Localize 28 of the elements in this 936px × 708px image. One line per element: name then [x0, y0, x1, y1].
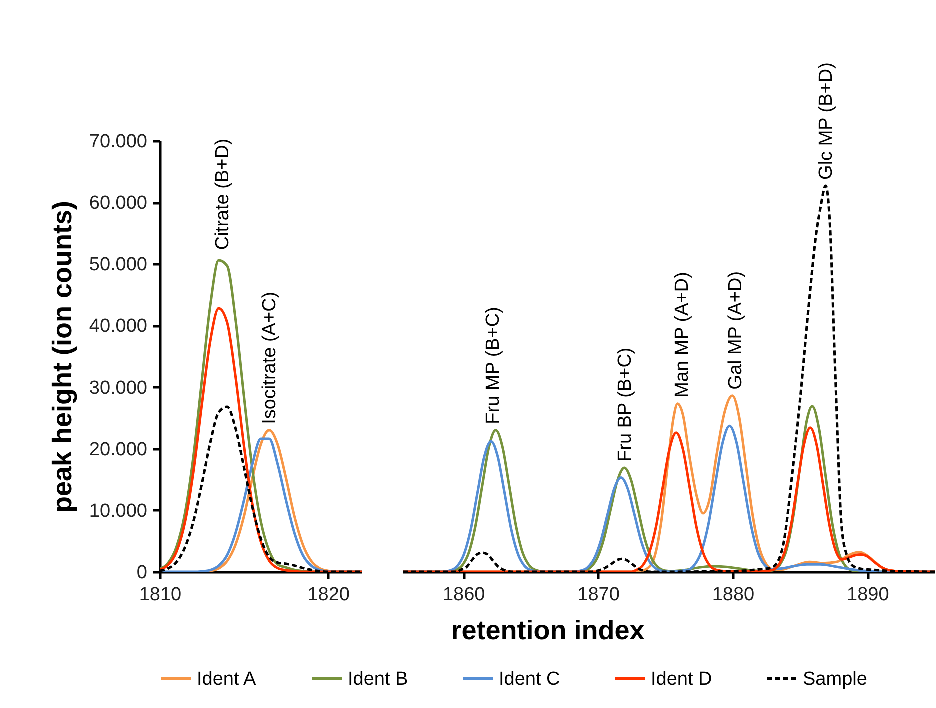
y-tick-label: 70.000 — [89, 132, 148, 152]
legend-label: Ident B — [348, 668, 408, 690]
y-tick-label: 40.000 — [89, 316, 148, 338]
x-axis-title: retention index — [451, 616, 645, 646]
y-tick-label: 0 — [136, 562, 148, 584]
x-tick-label: 1870 — [578, 584, 620, 606]
annotation: Glc MP (B+D) — [816, 62, 837, 180]
y-tick-label: 60.000 — [89, 193, 148, 214]
legend-label: Ident C — [499, 668, 560, 690]
legend-label: Sample — [803, 668, 868, 690]
legend-label: Ident D — [651, 668, 712, 690]
annotation: Gal MP (A+D) — [726, 271, 747, 390]
y-axis-title: peak height (ion counts) — [47, 200, 78, 514]
y-tick-label: 50.000 — [89, 254, 148, 276]
annotation: Man MP (A+D) — [672, 272, 693, 398]
annotation: Fru BP (B+C) — [615, 348, 636, 462]
y-tick-label: 10.000 — [89, 500, 148, 522]
x-tick-label: 1880 — [712, 584, 755, 606]
annotation: Isocitrate (A+C) — [259, 292, 280, 424]
x-tick-label: 1890 — [847, 584, 890, 606]
y-tick-label: 30.000 — [89, 378, 148, 399]
x-tick-label: 1860 — [442, 584, 486, 606]
annotation: Citrate (B+D) — [212, 138, 234, 250]
annotation: Fru MP (B+C) — [483, 307, 504, 424]
legend-label: Ident A — [197, 668, 256, 690]
x-tick-label: 1810 — [139, 584, 182, 606]
x-tick-label: 1820 — [308, 584, 350, 606]
y-tick-label: 20.000 — [89, 439, 148, 460]
